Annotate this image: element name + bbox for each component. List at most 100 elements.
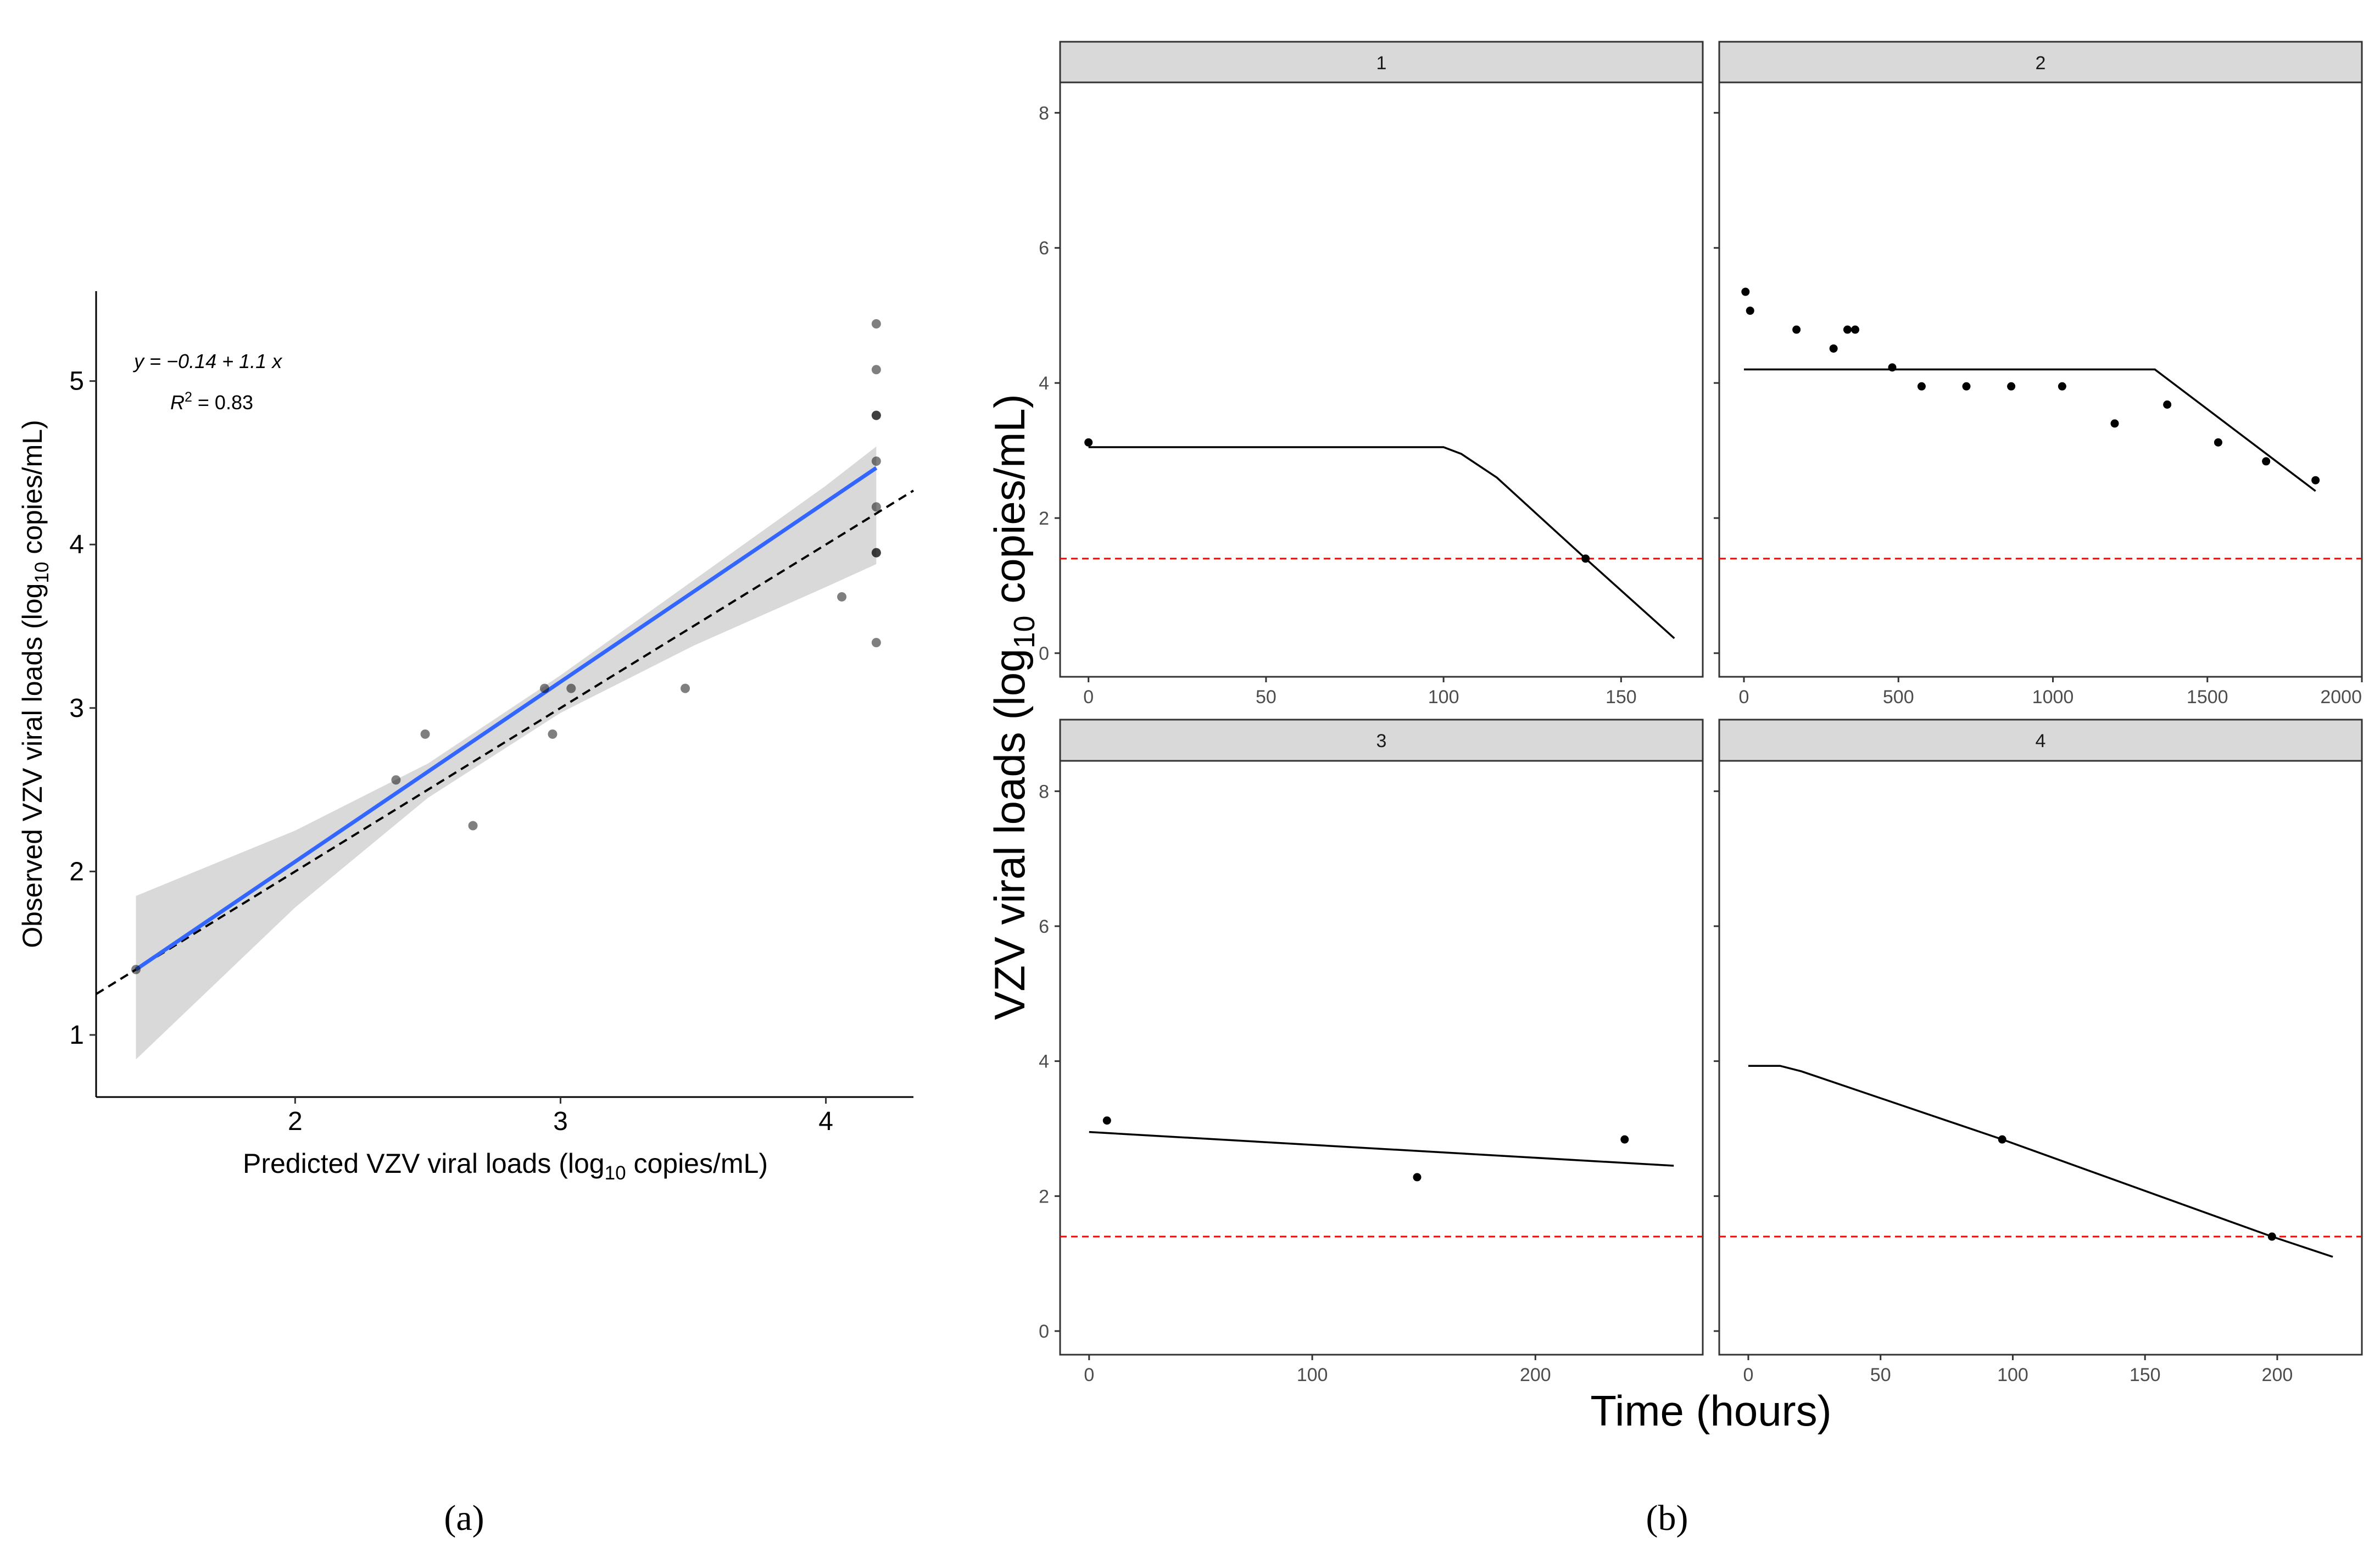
regression-line — [135, 466, 878, 971]
scatter-point — [566, 683, 576, 693]
scatter-point — [539, 683, 549, 693]
scatter-point — [391, 775, 401, 785]
x-tick-label: 100 — [1297, 1365, 1328, 1385]
y-tick-label: 8 — [1039, 781, 1049, 802]
facet-strip-label: 2 — [2036, 53, 2046, 74]
panel-a-scatter: 2 3 4 1 2 3 4 5 y = −0.14 + 1.1 x R2 = 0.83 Pre… — [17, 291, 915, 1538]
scatter-point — [871, 502, 881, 512]
scatter-point — [468, 821, 478, 831]
observed-point — [1746, 307, 1754, 315]
x-tick-label: 0 — [1084, 1365, 1094, 1385]
observed-point — [1998, 1135, 2006, 1144]
observed-point — [1581, 554, 1590, 563]
x-tick-label: 2000 — [2320, 687, 2362, 708]
x-tick-label: 1000 — [2032, 687, 2074, 708]
x-tick-label: 0 — [1743, 1365, 1754, 1385]
facet-border — [1718, 81, 2363, 678]
facet-border — [1059, 81, 1704, 678]
model-line — [1748, 1065, 2333, 1258]
y-tick-label: 2 — [1039, 508, 1049, 529]
scatter-point — [131, 965, 141, 975]
y-tick-label: 3 — [69, 694, 84, 723]
scatter-point — [681, 683, 690, 693]
scatter-point — [871, 365, 881, 375]
scatter-point — [871, 319, 881, 329]
x-tick-label: 100 — [1428, 687, 1459, 708]
observed-point — [2007, 382, 2016, 391]
observed-point — [1843, 325, 1852, 334]
y-tick-label: 6 — [1039, 238, 1049, 259]
confidence-band — [136, 446, 877, 1060]
observed-point — [2267, 1232, 2276, 1241]
x-tick-label: 4 — [818, 1107, 833, 1136]
y-tick-label: 0 — [1039, 643, 1049, 664]
x-tick-label: 1500 — [2187, 687, 2228, 708]
scatter-point — [871, 410, 881, 420]
x-tick-label: 0 — [1739, 687, 1749, 708]
x-axis-label-b: Time (hours) — [1590, 1387, 1831, 1435]
facet-strip-label: 1 — [1376, 53, 1387, 74]
x-tick-label: 50 — [1256, 687, 1277, 708]
observed-point — [1917, 382, 1926, 391]
observed-point — [2214, 438, 2222, 447]
observed-point — [2262, 457, 2271, 466]
panel-label-b: (b) — [1646, 1498, 1688, 1538]
y-tick-label: 0 — [1039, 1321, 1049, 1342]
y-tick-label: 6 — [1039, 916, 1049, 937]
x-tick-label: 150 — [1606, 687, 1637, 708]
r2-annotation: R2 = 0.83 — [170, 389, 253, 414]
observed-point — [1851, 325, 1859, 334]
observed-point — [1962, 382, 1971, 391]
x-tick-label: 100 — [1997, 1365, 2028, 1385]
y-axis-label-b: VZV viral loads (log10 copies/mL) — [985, 394, 1041, 1020]
y-tick-label: 8 — [1039, 103, 1049, 124]
axes — [95, 291, 913, 1098]
y-tick-label: 4 — [1039, 1051, 1049, 1072]
y-tick-label: 1 — [69, 1021, 84, 1050]
y-axis-label: Observed VZV viral loads (log10 copies/m… — [17, 420, 53, 948]
x-tick-label: 50 — [1870, 1365, 1891, 1385]
identity-dashed-line — [95, 489, 915, 995]
scatter-point — [871, 456, 881, 466]
model-line — [1088, 446, 1675, 639]
model-line — [1089, 1131, 1674, 1167]
observed-point — [1829, 344, 1838, 353]
observed-point — [2163, 400, 2172, 409]
x-tick-label: 0 — [1083, 687, 1094, 708]
scatter-point — [548, 729, 558, 739]
scatter-point — [871, 548, 881, 558]
x-tick-label: 500 — [1883, 687, 1914, 708]
scatter-point — [420, 729, 430, 739]
facet-border — [1718, 760, 2363, 1356]
facet-strip-label: 4 — [2036, 731, 2046, 752]
observed-point — [1888, 363, 1897, 372]
observed-point — [1084, 438, 1093, 447]
facet-strip — [1718, 719, 2363, 762]
confidence-band-area — [136, 446, 877, 1060]
x-tick-label: 150 — [2130, 1365, 2161, 1385]
facet-2: 2 0 500 1000 1500 2000 — [1714, 41, 2363, 708]
tick-labels: 2 3 4 1 2 3 4 5 — [69, 367, 833, 1136]
equation-annotation: y = −0.14 + 1.1 x — [132, 350, 283, 372]
observed-point — [1620, 1135, 1629, 1144]
fit-line — [135, 466, 878, 971]
observed-point — [2110, 419, 2119, 428]
panel-label-a: (a) — [444, 1498, 484, 1538]
observed-point — [1413, 1173, 1422, 1182]
facet-4: 4 0 50 100 150 200 — [1714, 719, 2363, 1385]
facet-strip — [1059, 719, 1704, 762]
y-tick-label: 4 — [69, 530, 84, 559]
x-tick-label: 200 — [2262, 1365, 2293, 1385]
scatter-point — [871, 638, 881, 648]
observed-point — [1741, 287, 1750, 296]
y-tick-label: 5 — [69, 367, 84, 396]
observed-point — [2311, 476, 2320, 485]
x-tick-label: 200 — [1520, 1365, 1551, 1385]
x-tick-label: 2 — [288, 1107, 303, 1136]
observed-point — [2058, 382, 2066, 391]
identity-line — [95, 489, 915, 995]
facet-1: 1 0 2 4 6 8 0 50 100 150 — [1039, 41, 1704, 708]
scatter-points — [131, 319, 881, 975]
